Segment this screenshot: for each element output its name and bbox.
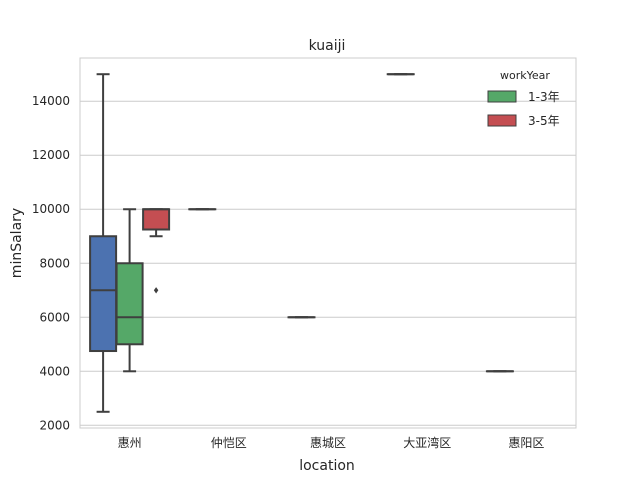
legend-entry-1-3: 1-3年: [528, 90, 560, 104]
y-tick-label-10000: 10000: [32, 202, 70, 216]
x-tick-label-3: 惠城区: [310, 436, 346, 450]
y-tick-label-6000: 6000: [39, 310, 70, 324]
y-tick-label-12000: 12000: [32, 148, 70, 162]
box-2: [115, 208, 144, 373]
x-tick-label-5: 惠阳区: [508, 436, 544, 450]
x-axis-title: location: [299, 458, 355, 474]
x-tick-label-2: 仲恺区: [211, 436, 247, 450]
y-axis-title: minSalary: [9, 208, 25, 278]
box-3-iqr: [142, 208, 171, 231]
box-2-iqr: [115, 262, 144, 346]
box-1-iqr: [89, 235, 118, 353]
x-tick-label-4: 大亚湾区: [403, 435, 451, 450]
plot-area-border: [79, 57, 577, 429]
legend-title: workYear: [500, 69, 550, 82]
chart-title: kuaiji: [309, 38, 346, 54]
box-3-outlier-1: [153, 287, 159, 294]
grid-layer: [80, 100, 576, 426]
box-1: [89, 73, 118, 413]
legend-entry-3-5: 3-5年: [528, 114, 560, 128]
tick-layer: 2000 4000 6000 8000 10000 12000 14000 惠州 仲恺区 惠城区 大…: [32, 94, 545, 450]
box-layer: [89, 73, 514, 413]
y-tick-label-4000: 4000: [39, 364, 70, 378]
legend-swatch-green: [487, 90, 517, 103]
y-tick-label-8000: 8000: [39, 256, 70, 270]
x-tick-label-1: 惠州: [118, 436, 142, 450]
plot-frame: [79, 57, 577, 429]
box-3: [142, 208, 171, 294]
legend: workYear 1-3年 3-5年: [487, 69, 560, 128]
legend-swatch-red: [487, 114, 517, 127]
y-tick-label-14000: 14000: [32, 94, 70, 108]
y-tick-label-2000: 2000: [39, 418, 70, 432]
